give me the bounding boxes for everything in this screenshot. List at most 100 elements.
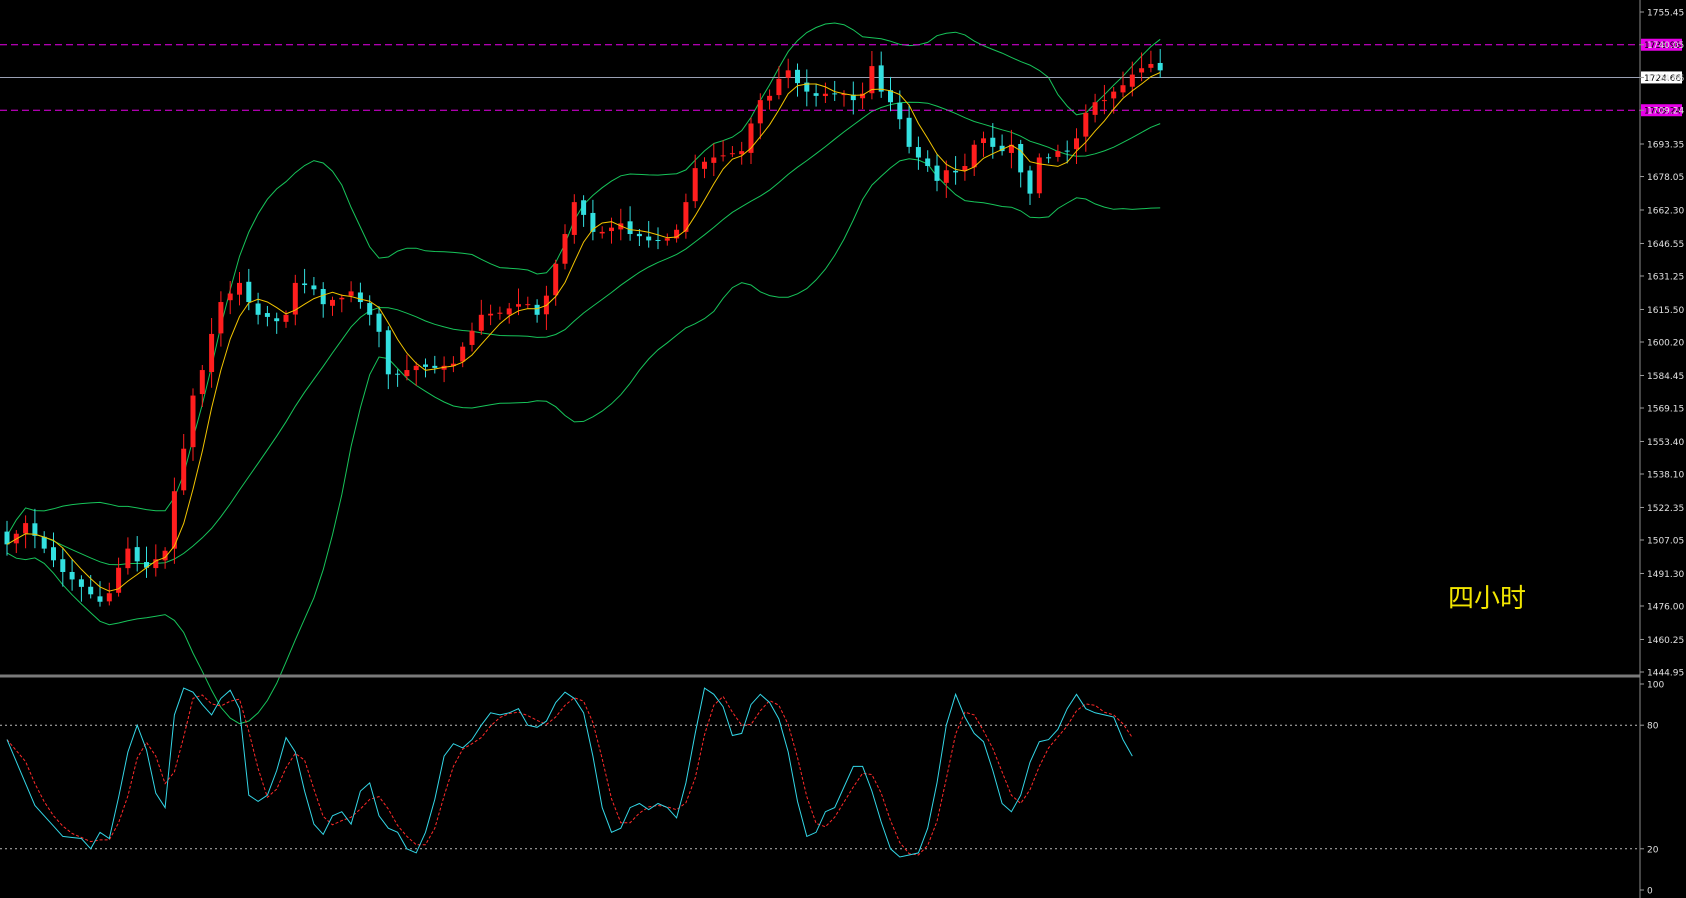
candle [1008, 129, 1014, 169]
candle-body [339, 297, 345, 300]
candle [320, 282, 326, 318]
candle [367, 295, 373, 326]
candle-body [348, 291, 354, 296]
price-tick-label: 1476.00 [1647, 603, 1684, 613]
candle-body [664, 238, 670, 241]
stochastic-axis: 100 80 20 0 [1640, 681, 1664, 897]
candle [1148, 50, 1154, 73]
candle [692, 154, 698, 208]
candle-body [627, 221, 633, 235]
candle [655, 227, 661, 250]
candle-body [1064, 150, 1070, 152]
candle-body [599, 231, 605, 234]
candle [1064, 140, 1070, 164]
candle [525, 296, 531, 309]
candle [385, 326, 391, 390]
price-line-tag [1641, 104, 1682, 117]
candle-body [199, 370, 205, 395]
candle [144, 546, 149, 578]
candle-body [246, 281, 252, 303]
candle-body [795, 69, 800, 84]
price-tick-label: 1444.95 [1647, 669, 1684, 679]
price-tick-label: 1678.05 [1647, 173, 1684, 183]
candle-body [367, 303, 373, 315]
price-axis[interactable]: 1755.45 1740.05 1724.66 1709.24 1693.35 1678.… [1640, 9, 1684, 679]
candle-body [153, 559, 159, 569]
candle [776, 66, 782, 100]
candle-body [1129, 74, 1135, 87]
candle [488, 304, 494, 326]
candle-body [78, 579, 84, 587]
candle-body [190, 395, 196, 448]
candle [869, 50, 875, 100]
horizontal-price-lines[interactable]: 1739.98 1724.66 1709.24 [0, 38, 1682, 117]
candle [311, 277, 317, 296]
candle [292, 274, 298, 326]
candle [832, 80, 838, 101]
candle-body [32, 523, 38, 536]
candle [190, 388, 196, 461]
candle-body [785, 70, 791, 78]
candle [330, 296, 335, 316]
candle-body [571, 202, 577, 235]
ma-line [6, 72, 1161, 592]
candle [69, 559, 75, 591]
stoch-tick-label: 80 [1647, 722, 1659, 732]
candle [627, 206, 633, 241]
candle-body [376, 313, 382, 332]
candle [432, 355, 438, 374]
candle [729, 146, 735, 158]
candle-body [971, 144, 977, 168]
candle [795, 63, 800, 97]
candle-body [702, 161, 707, 169]
candle [739, 141, 745, 165]
candle-body [981, 138, 986, 144]
candle [971, 140, 977, 176]
candle [506, 302, 512, 324]
price-tick-label: 1538.10 [1647, 471, 1684, 481]
candle-body [209, 333, 215, 372]
candle [888, 76, 893, 112]
candle-body [116, 567, 122, 593]
price-tick-label: 1615.50 [1647, 306, 1684, 316]
price-tick-label: 1460.25 [1647, 636, 1684, 646]
candle [813, 83, 819, 107]
candle [953, 156, 959, 185]
candle [1055, 144, 1061, 162]
candle-body [292, 282, 298, 315]
candle [915, 136, 921, 170]
candle [1036, 153, 1042, 199]
price-tick-label: 1724.66 [1647, 74, 1684, 84]
price-panel[interactable]: 1739.98 1724.66 1709.24 [0, 22, 1682, 725]
candle-body [934, 165, 940, 181]
stochastic-lines [6, 687, 1133, 858]
candle-body [1148, 63, 1154, 68]
candle-body [469, 330, 475, 345]
candle-body [97, 596, 103, 602]
candle-body [953, 170, 959, 173]
candle-body [4, 531, 10, 545]
candle [339, 294, 345, 313]
candle [1092, 93, 1098, 123]
candle [534, 299, 540, 323]
candle-body [23, 523, 29, 534]
stochastic-panel[interactable] [0, 687, 1640, 858]
candle [804, 69, 810, 107]
bollinger-middle [6, 101, 1161, 566]
candle [497, 306, 503, 320]
candle-body [227, 293, 233, 301]
candle [116, 557, 122, 597]
candle-body [171, 491, 177, 549]
candle [413, 361, 419, 386]
candle [646, 221, 652, 248]
candle [1074, 128, 1079, 164]
candle [1139, 52, 1145, 82]
candle [264, 305, 270, 327]
candle-body [385, 330, 391, 375]
candlestick-series [4, 49, 1163, 607]
candle [860, 82, 866, 110]
candle [925, 150, 931, 172]
candle-body [869, 66, 875, 94]
candle [664, 233, 670, 246]
